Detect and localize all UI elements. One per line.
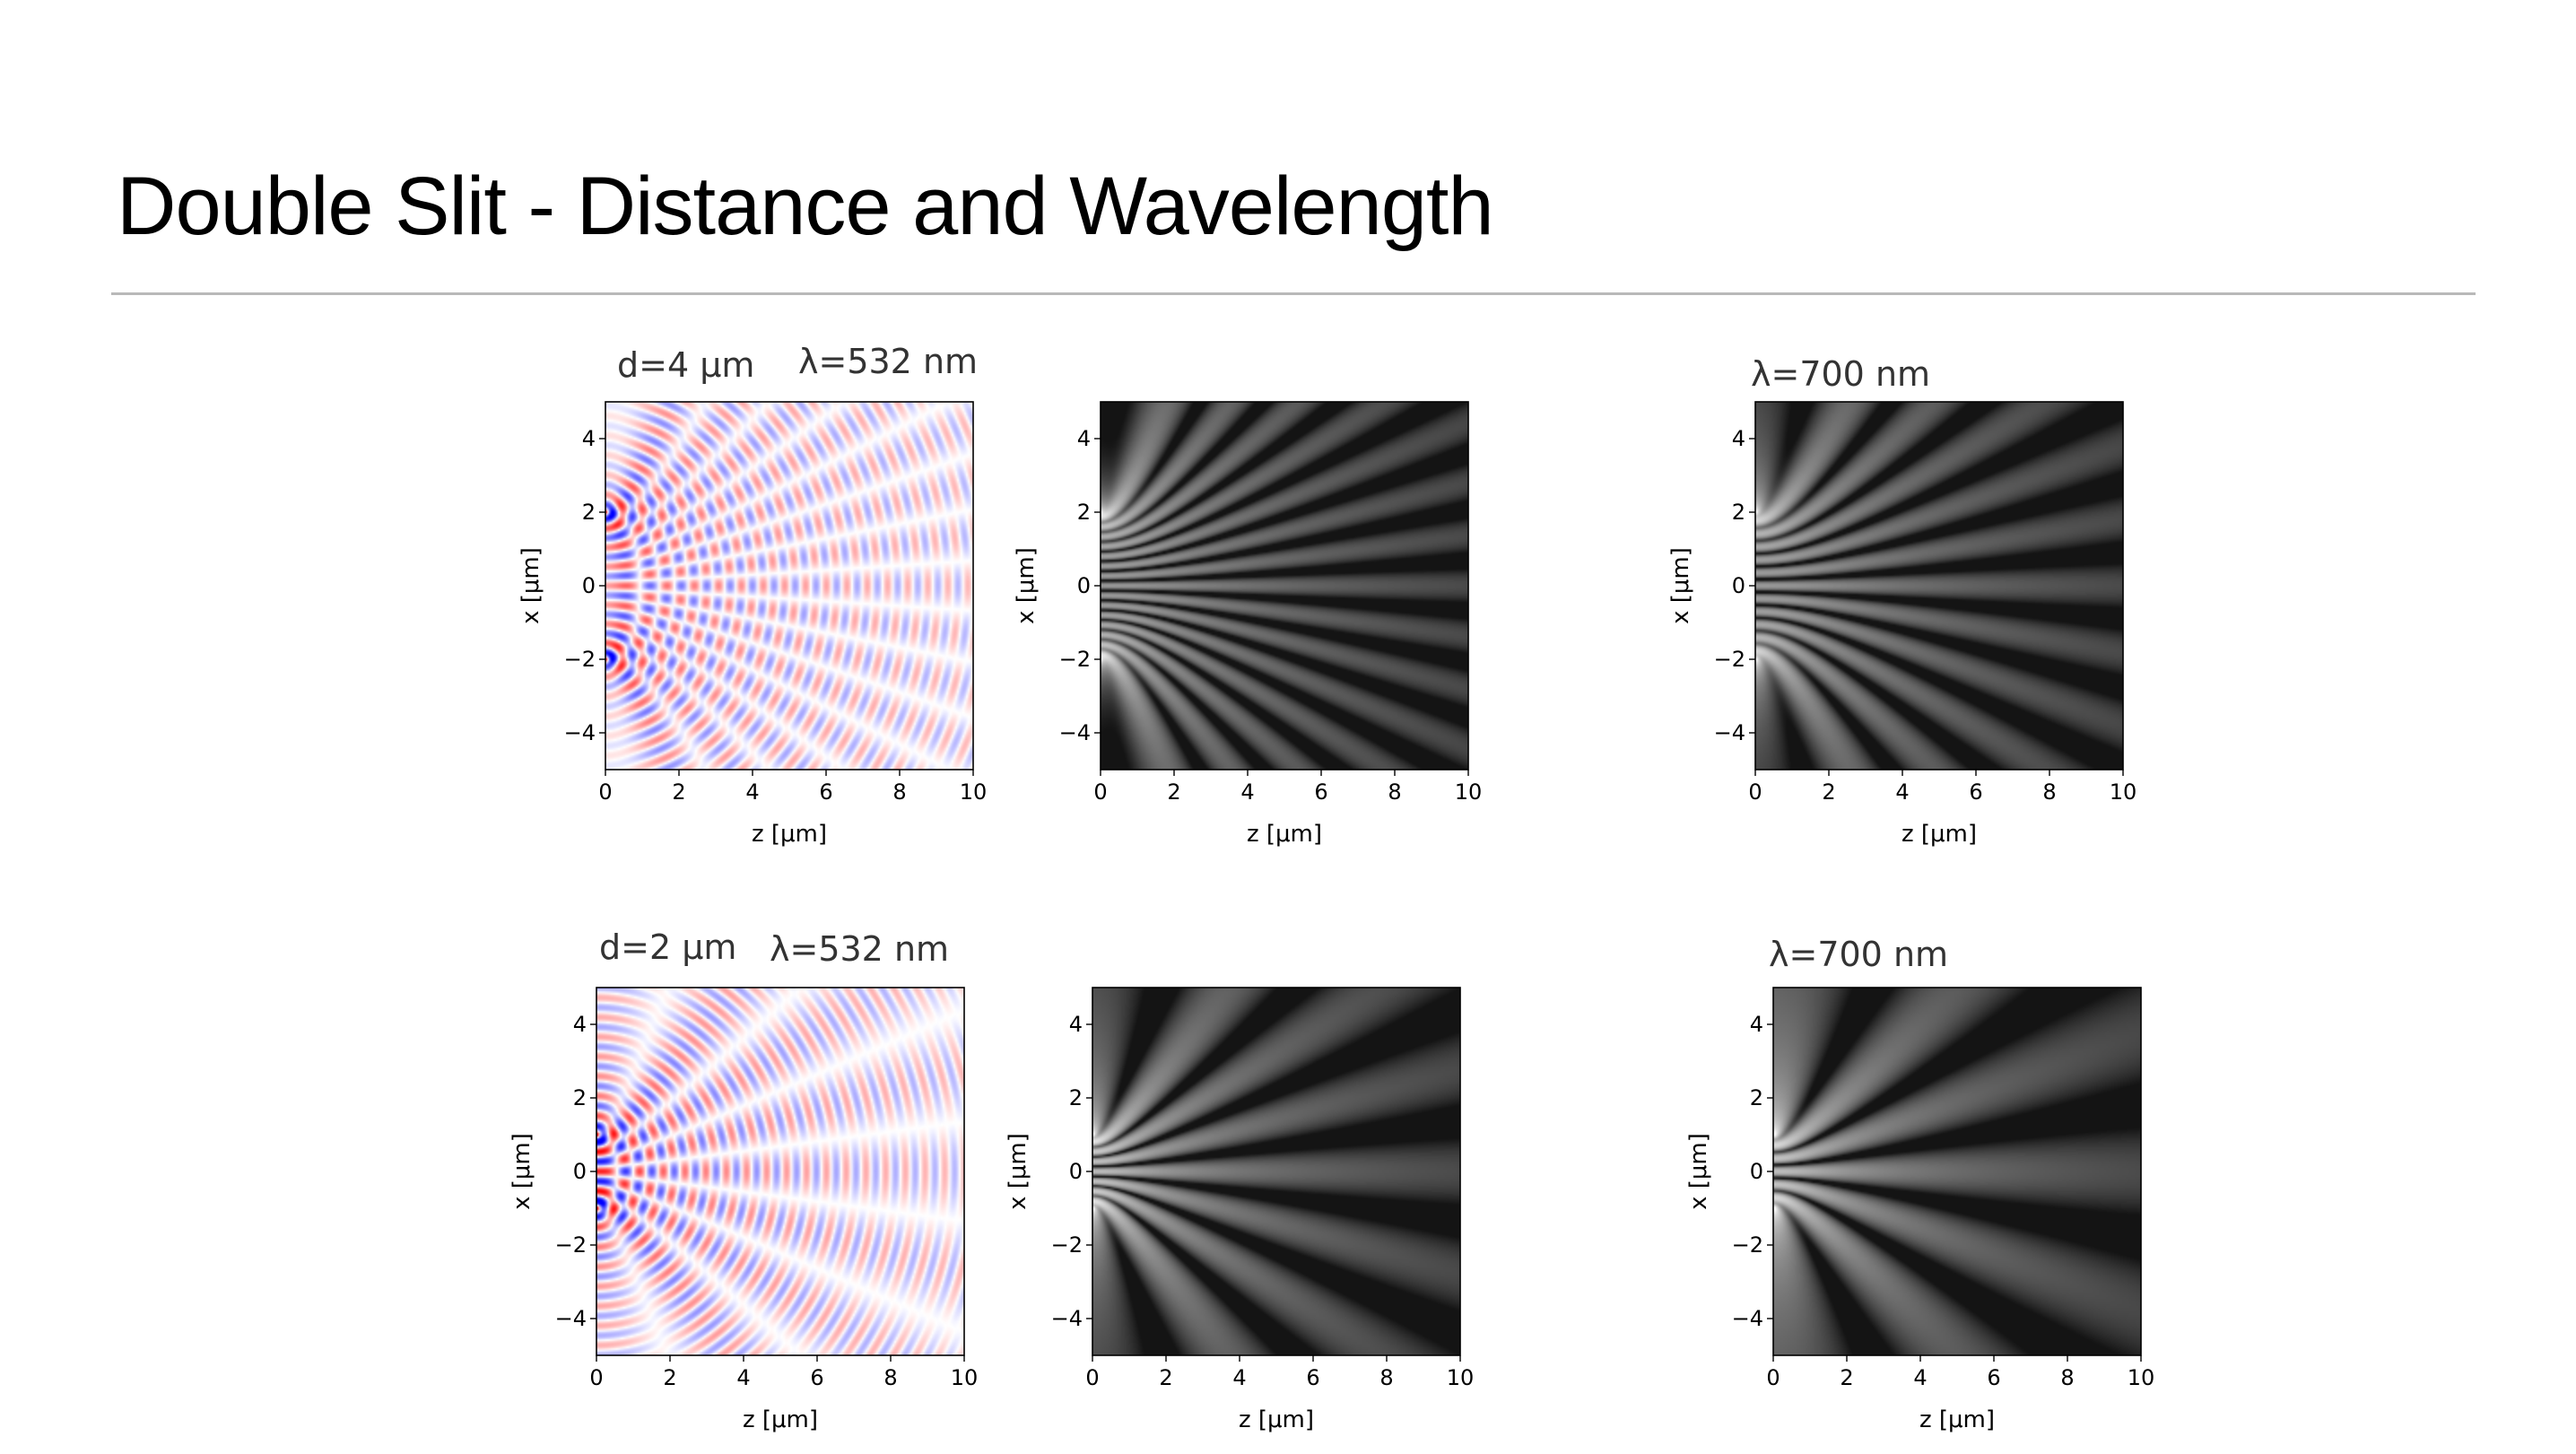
x-axis-label: z [μm] xyxy=(1247,821,1322,848)
x-tick-label: 0 xyxy=(1085,1365,1099,1390)
y-tick-label: −2 xyxy=(1714,647,1745,672)
y-tick-label: −4 xyxy=(555,1306,587,1331)
y-tick-label: −4 xyxy=(1732,1306,1763,1331)
y-tick-label: −2 xyxy=(555,1232,587,1258)
row1-wavelength-label-right: λ=700 nm xyxy=(1751,354,1931,394)
slide-title: Double Slit - Distance and Wavelength xyxy=(117,161,1494,252)
row2-wavelength-label-left: λ=532 nm xyxy=(770,929,950,969)
x-tick-label: 10 xyxy=(960,779,988,805)
x-tick-label: 6 xyxy=(1306,1365,1319,1390)
x-tick-label: 4 xyxy=(736,1365,750,1390)
x-tick-label: 10 xyxy=(2128,1365,2155,1390)
x-tick-label: 8 xyxy=(2042,779,2056,805)
heatmap-image xyxy=(1755,402,2123,770)
y-tick-label: 0 xyxy=(573,1159,587,1184)
panel-4: 0 2 4 6 8 10 4 2 0 −2 −4 z [μm] x [μm] xyxy=(509,987,979,1433)
x-tick-label: 6 xyxy=(1969,779,1982,805)
y-tick-label: 4 xyxy=(1069,1012,1083,1037)
x-tick-label: 2 xyxy=(663,1365,676,1390)
y-axis-label: x [μm] xyxy=(1685,1133,1712,1210)
x-tick-label: 4 xyxy=(1232,1365,1246,1390)
x-tick-label: 10 xyxy=(1455,779,1483,805)
y-tick-label: 4 xyxy=(1732,426,1745,451)
y-tick-label: 2 xyxy=(1750,1085,1763,1110)
x-tick-label: 8 xyxy=(1388,779,1401,805)
y-tick-label: 4 xyxy=(1750,1012,1763,1037)
y-axis-label: x [μm] xyxy=(509,1133,535,1210)
y-tick-label: −4 xyxy=(1059,720,1091,745)
x-tick-label: 6 xyxy=(1314,779,1327,805)
y-axis-label: x [μm] xyxy=(1667,547,1694,624)
x-tick-label: 10 xyxy=(1447,1365,1475,1390)
row1-wavelength-label-left: λ=532 nm xyxy=(798,342,979,381)
x-tick-label: 6 xyxy=(810,1365,823,1390)
y-tick-label: 2 xyxy=(1069,1085,1083,1110)
x-tick-label: 10 xyxy=(2110,779,2137,805)
x-tick-label: 2 xyxy=(1822,779,1835,805)
panel-5: 0 2 4 6 8 10 4 2 0 −2 −4 z [μm] x [μm] xyxy=(1005,987,1475,1433)
heatmap-image xyxy=(605,402,973,770)
x-axis-label: z [μm] xyxy=(1902,821,1977,848)
y-tick-label: −2 xyxy=(564,647,596,672)
x-tick-label: 0 xyxy=(1748,779,1762,805)
y-axis-label: x [μm] xyxy=(518,547,544,624)
x-tick-label: 4 xyxy=(1240,779,1254,805)
y-tick-label: 4 xyxy=(582,426,596,451)
y-tick-label: −4 xyxy=(1714,720,1745,745)
x-tick-label: 0 xyxy=(598,779,612,805)
row2-wavelength-label-right: λ=700 nm xyxy=(1769,935,1949,974)
y-axis-label: x [μm] xyxy=(1005,1133,1031,1210)
y-tick-label: 2 xyxy=(1077,500,1091,525)
y-tick-label: −4 xyxy=(564,720,596,745)
x-tick-label: 4 xyxy=(1913,1365,1927,1390)
y-tick-label: −2 xyxy=(1051,1232,1083,1258)
x-axis-label: z [μm] xyxy=(1919,1406,1995,1433)
x-axis-label: z [μm] xyxy=(1239,1406,1314,1433)
y-tick-label: 0 xyxy=(1069,1159,1083,1184)
y-tick-label: 2 xyxy=(582,500,596,525)
x-axis-label: z [μm] xyxy=(743,1406,818,1433)
title-divider xyxy=(111,292,2476,295)
y-tick-label: 0 xyxy=(1750,1159,1763,1184)
row2-distance-label: d=2 μm xyxy=(599,927,737,967)
panel-3: 0 2 4 6 8 10 4 2 0 −2 −4 z [μm] x [μm] xyxy=(1667,401,2137,848)
panel-1: 0 2 4 6 8 10 4 2 0 −2 −4 z [μm] x [μm] xyxy=(518,401,988,848)
heatmap-image xyxy=(1092,988,1460,1355)
heatmap-image xyxy=(1773,988,2141,1355)
y-axis-label: x [μm] xyxy=(1013,547,1040,624)
x-tick-label: 8 xyxy=(883,1365,897,1390)
x-tick-label: 8 xyxy=(892,779,906,805)
row1-distance-label: d=4 μm xyxy=(617,345,755,385)
x-tick-label: 0 xyxy=(1766,1365,1780,1390)
y-tick-label: 0 xyxy=(1732,573,1745,598)
y-tick-label: −2 xyxy=(1059,647,1091,672)
heatmap-image xyxy=(596,988,964,1355)
x-tick-label: 2 xyxy=(672,779,685,805)
x-tick-label: 8 xyxy=(2060,1365,2074,1390)
x-tick-label: 2 xyxy=(1167,779,1180,805)
x-tick-label: 6 xyxy=(1987,1365,2000,1390)
x-axis-label: z [μm] xyxy=(752,821,827,848)
x-tick-label: 4 xyxy=(745,779,759,805)
y-tick-label: 2 xyxy=(1732,500,1745,525)
panel-2: 0 2 4 6 8 10 4 2 0 −2 −4 z [μm] x [μm] xyxy=(1013,401,1483,848)
y-tick-label: 4 xyxy=(573,1012,587,1037)
x-tick-label: 2 xyxy=(1159,1365,1172,1390)
x-tick-label: 4 xyxy=(1895,779,1909,805)
panel-6: 0 2 4 6 8 10 4 2 0 −2 −4 z [μm] x [μm] xyxy=(1685,987,2155,1433)
y-tick-label: 2 xyxy=(573,1085,587,1110)
y-tick-label: 0 xyxy=(582,573,596,598)
y-tick-label: 0 xyxy=(1077,573,1091,598)
x-tick-label: 2 xyxy=(1840,1365,1853,1390)
y-tick-label: −4 xyxy=(1051,1306,1083,1331)
x-tick-label: 0 xyxy=(1093,779,1107,805)
x-tick-label: 10 xyxy=(951,1365,979,1390)
y-tick-label: 4 xyxy=(1077,426,1091,451)
heatmap-image xyxy=(1101,402,1468,770)
x-tick-label: 0 xyxy=(589,1365,603,1390)
y-tick-label: −2 xyxy=(1732,1232,1763,1258)
x-tick-label: 6 xyxy=(819,779,832,805)
x-tick-label: 8 xyxy=(1379,1365,1393,1390)
